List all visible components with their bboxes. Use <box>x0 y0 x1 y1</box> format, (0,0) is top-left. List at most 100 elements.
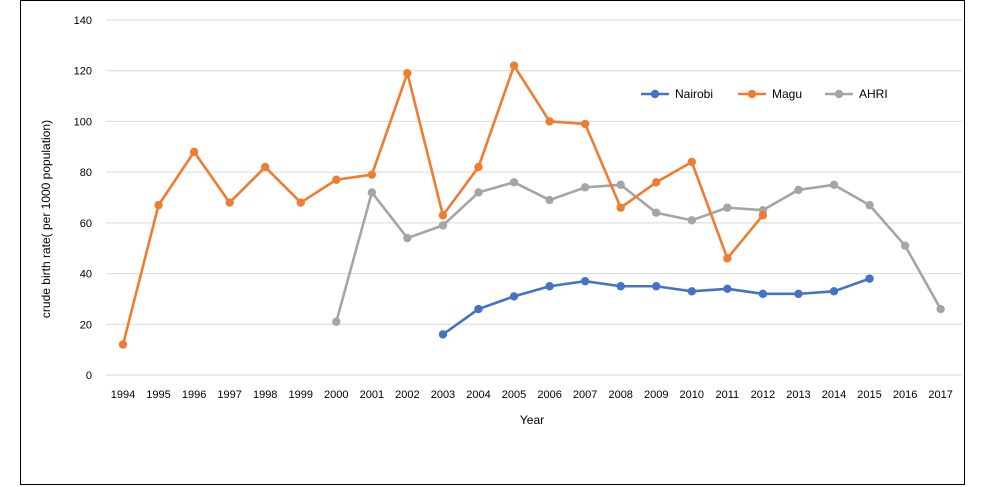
data-point-nairobi <box>687 287 696 296</box>
data-point-ahri <box>580 183 590 192</box>
data-point-ahri <box>367 188 377 197</box>
data-point-ahri <box>438 221 448 230</box>
series-nairobi <box>438 274 874 339</box>
x-tick-label: 2016 <box>893 389 917 401</box>
x-tick-label: 1999 <box>289 389 313 401</box>
data-point-magu <box>758 211 768 220</box>
data-point-nairobi <box>580 276 590 286</box>
data-point-nairobi <box>794 289 803 299</box>
x-tick-label: 2010 <box>680 389 704 401</box>
data-point-magu <box>332 175 341 184</box>
x-tick-label: 2001 <box>360 389 384 401</box>
data-point-ahri <box>936 304 945 314</box>
data-point-nairobi <box>545 282 554 291</box>
legend-swatch-marker <box>834 89 844 99</box>
x-tick-label: 1997 <box>217 389 241 401</box>
data-point-ahri <box>616 180 625 190</box>
legend-label: Nairobi <box>675 87 713 101</box>
data-point-nairobi <box>509 292 519 301</box>
x-axis-title: Year <box>520 413 544 427</box>
x-tick-label: 2003 <box>431 389 455 401</box>
data-point-ahri <box>545 195 554 205</box>
data-point-ahri <box>829 180 839 190</box>
data-point-magu <box>545 117 554 126</box>
series-magu <box>118 61 768 349</box>
y-tick-label: 120 <box>74 66 92 78</box>
data-point-ahri <box>509 178 519 187</box>
legend: Nairobi Magu AHRI <box>641 87 888 101</box>
data-point-ahri <box>900 241 910 250</box>
data-point-magu <box>723 254 732 263</box>
legend-swatch-marker <box>747 89 757 99</box>
data-point-magu <box>580 119 590 129</box>
data-point-magu <box>225 198 234 207</box>
data-point-ahri <box>723 203 732 212</box>
data-point-magu <box>652 178 661 187</box>
x-tick-label: 2000 <box>324 389 348 401</box>
data-point-ahri <box>794 185 803 195</box>
data-point-nairobi <box>616 282 625 291</box>
x-tick-label: 1994 <box>111 389 135 401</box>
y-tick-label: 0 <box>86 370 92 382</box>
data-point-nairobi <box>723 284 732 293</box>
data-point-magu <box>616 203 625 212</box>
x-tick-label: 2012 <box>751 389 775 401</box>
x-tick-label: 2015 <box>857 389 881 401</box>
data-point-ahri <box>474 188 483 197</box>
data-point-magu <box>261 162 270 172</box>
data-point-nairobi <box>438 330 448 339</box>
data-point-ahri <box>652 208 661 217</box>
gridlines <box>106 19 962 376</box>
series-line-magu <box>121 64 765 346</box>
x-tick-label: 2006 <box>537 389 561 401</box>
y-tick-label: 60 <box>80 218 92 230</box>
data-point-nairobi <box>865 274 874 283</box>
x-tick-label: 2007 <box>573 389 597 401</box>
data-point-ahri <box>403 233 412 243</box>
y-tick-label: 100 <box>74 116 92 128</box>
y-tick-labels: 0 20 40 60 80 100 120 140 <box>74 15 92 382</box>
x-tick-label: 2014 <box>822 389 846 401</box>
data-point-magu <box>154 200 163 210</box>
data-point-nairobi <box>652 282 661 291</box>
x-tick-label: 1996 <box>182 389 206 401</box>
series-lines <box>118 61 945 349</box>
data-point-magu <box>403 69 412 78</box>
data-point-nairobi <box>829 287 839 296</box>
legend-label: AHRI <box>859 87 888 101</box>
series-ahri <box>332 178 945 326</box>
x-tick-label: 1998 <box>253 389 277 401</box>
y-axis-title: crude birth rate( per 1000 population) <box>39 120 53 318</box>
y-tick-label: 80 <box>80 167 92 179</box>
data-point-magu <box>189 147 199 157</box>
y-tick-label: 140 <box>74 15 92 27</box>
legend-label: Magu <box>772 87 802 101</box>
data-point-ahri <box>332 317 341 326</box>
x-tick-label: 2017 <box>928 389 952 401</box>
data-point-magu <box>474 162 483 172</box>
data-point-ahri <box>865 200 874 210</box>
data-point-magu <box>367 170 377 179</box>
series-line-ahri <box>335 180 942 324</box>
x-tick-label: 2011 <box>716 389 740 401</box>
x-tick-label: 2005 <box>502 389 526 401</box>
y-tick-label: 40 <box>80 269 92 281</box>
data-point-nairobi <box>758 289 768 299</box>
y-tick-label: 20 <box>80 319 92 331</box>
x-tick-label: 1995 <box>146 389 170 401</box>
data-point-ahri <box>687 216 696 225</box>
legend-item-ahri: AHRI <box>825 87 888 101</box>
chart-frame <box>20 0 965 485</box>
x-tick-label: 2013 <box>786 389 810 401</box>
legend-item-magu: Magu <box>738 87 802 101</box>
legend-item-nairobi: Nairobi <box>641 87 713 101</box>
x-tick-label: 2009 <box>644 389 668 401</box>
x-tick-label: 2004 <box>466 389 490 401</box>
legend-swatch-marker <box>650 89 660 99</box>
data-point-magu <box>438 211 448 220</box>
data-point-magu <box>296 198 305 207</box>
data-point-magu <box>118 340 128 349</box>
data-point-magu <box>509 61 519 70</box>
data-point-nairobi <box>474 304 483 314</box>
